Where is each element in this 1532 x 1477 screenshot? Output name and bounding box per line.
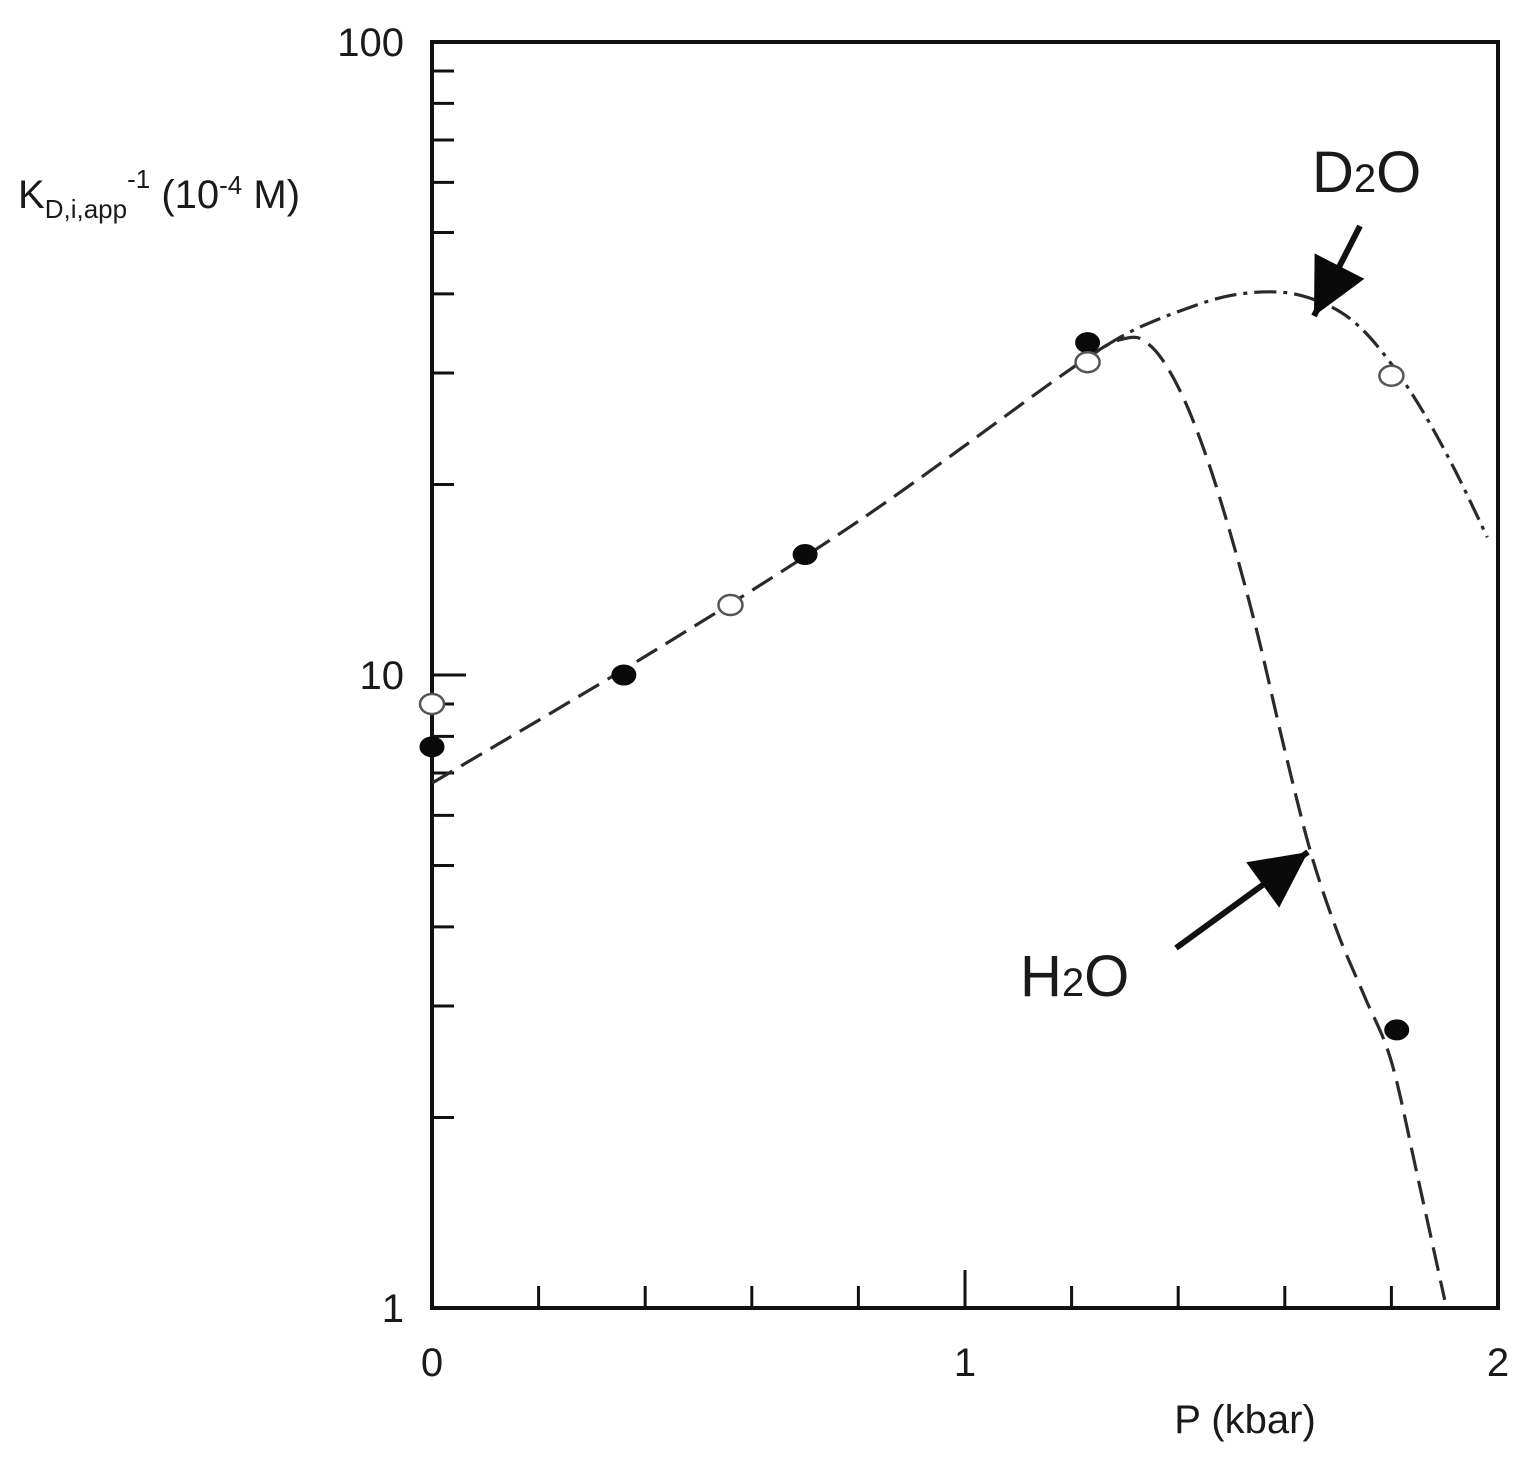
annotation-label-sub: 2 xyxy=(1062,961,1084,1005)
series-curve-d2o xyxy=(1070,290,1489,538)
y-axis-label-units-suffix: M) xyxy=(242,173,300,217)
annotation-label-end: O xyxy=(1376,140,1421,205)
y-axis-label-units-prefix: (10 xyxy=(150,173,219,217)
data-point-open xyxy=(1378,364,1405,387)
fit-curves xyxy=(431,290,1489,1301)
x-tick-label: 2 xyxy=(1487,1341,1509,1385)
y-axis-label-main: K xyxy=(18,173,45,217)
x-axis-label: P (kbar) xyxy=(1174,1398,1316,1442)
data-point-open xyxy=(418,692,446,716)
series-curve-h2o xyxy=(431,335,1447,1301)
annotation-arrow-head xyxy=(1314,253,1365,316)
annotation-label-main: D xyxy=(1312,140,1354,205)
annotation-label-sub: 2 xyxy=(1354,157,1376,201)
plot-frame xyxy=(430,40,1500,1310)
x-tick-label: 1 xyxy=(954,1341,976,1385)
y-tick-label: 10 xyxy=(360,654,405,698)
x-tick-label: 0 xyxy=(421,1341,443,1385)
y-axis-label-sub: D,i,app xyxy=(45,194,127,224)
data-point-filled xyxy=(1384,1019,1410,1041)
y-axis-label: KD,i,app-1 (10-4 M) xyxy=(18,164,300,224)
data-point-open xyxy=(717,593,744,617)
data-point-filled xyxy=(1075,332,1101,354)
annotation-label: H2O xyxy=(1020,944,1129,1009)
y-axis-label-units-exp: -4 xyxy=(219,170,242,200)
y-axis-label-sup: -1 xyxy=(127,164,150,194)
y-tick-label: 100 xyxy=(337,21,404,65)
annotation-label-main: H xyxy=(1020,944,1062,1009)
annotation-label-end: O xyxy=(1084,944,1129,1009)
data-point-filled xyxy=(419,736,445,758)
data-points xyxy=(418,332,1410,1041)
data-point-filled xyxy=(611,664,637,686)
annotation-label: D2O xyxy=(1312,140,1421,205)
annotation-arrow-head xyxy=(1246,852,1308,908)
y-tick-label: 1 xyxy=(382,1287,404,1331)
data-point-filled xyxy=(792,544,818,566)
data-point-open xyxy=(1074,350,1101,374)
